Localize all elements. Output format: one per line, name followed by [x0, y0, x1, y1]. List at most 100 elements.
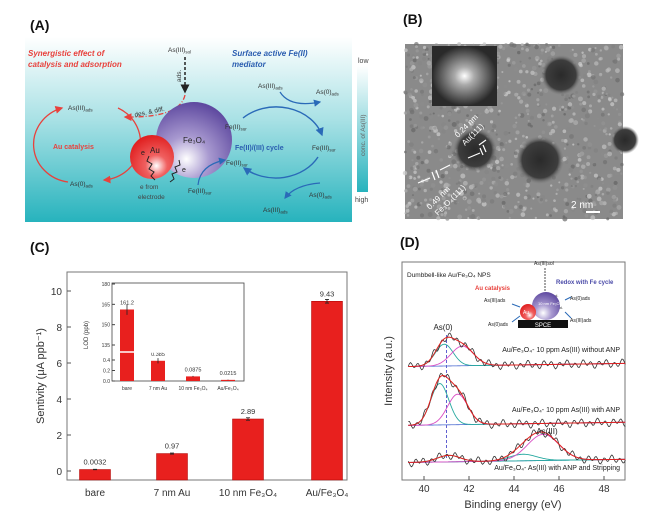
- tem-grain: [573, 53, 577, 57]
- inset-category-label: Au/Fe₃O₄: [217, 386, 238, 392]
- tem-grain: [572, 144, 574, 146]
- tem-grain: [521, 212, 526, 217]
- tem-grain: [587, 194, 592, 199]
- tem-grain: [594, 61, 598, 65]
- tem-grain: [564, 108, 567, 111]
- title-left-line2: catalysis and adsorption: [28, 60, 122, 69]
- tem-grain: [423, 46, 426, 49]
- tem-grain: [440, 107, 443, 110]
- tem-grain: [537, 114, 542, 119]
- y-tick-label: 6: [56, 359, 62, 370]
- tem-grain: [588, 109, 592, 113]
- tem-grain: [497, 113, 499, 115]
- category-label: 7 nm Au: [154, 488, 191, 499]
- tem-grain: [492, 124, 496, 128]
- tem-grain: [498, 176, 501, 179]
- tem-grain: [576, 163, 580, 167]
- tem-grain: [542, 130, 546, 134]
- tem-grain: [481, 198, 486, 203]
- tem-grain: [469, 215, 472, 218]
- inset-au-label: Au: [523, 310, 529, 316]
- chart-d-xlabel: Binding energy (eV): [464, 499, 561, 511]
- tem-grain: [564, 183, 568, 187]
- tem-grain: [583, 74, 588, 79]
- tem-grain: [524, 196, 528, 200]
- inset-bar: [120, 309, 134, 381]
- tem-grain: [616, 168, 620, 172]
- nanoparticle-4: [611, 126, 639, 154]
- tem-grain: [513, 172, 518, 177]
- tem-grain: [585, 113, 590, 118]
- tem-grain: [595, 53, 598, 56]
- tem-grain: [431, 145, 434, 148]
- tem-grain: [609, 210, 613, 214]
- inset-fe3o4-particle: [532, 292, 560, 320]
- tem-grain: [524, 102, 527, 105]
- tem-grain: [517, 96, 520, 99]
- tem-grain: [448, 119, 451, 122]
- inset-value-label: 161.2: [120, 300, 134, 306]
- tem-grain: [516, 193, 520, 197]
- tem-grain: [428, 150, 432, 154]
- panel-b-label: (B): [403, 11, 422, 27]
- tem-grain: [583, 162, 586, 165]
- tem-grain: [620, 163, 623, 166]
- tem-grain: [406, 66, 408, 68]
- tem-grain: [568, 119, 572, 123]
- tem-grain: [424, 189, 427, 192]
- tem-grain: [467, 199, 472, 204]
- tem-grain: [608, 98, 612, 102]
- tem-grain: [604, 127, 607, 130]
- tem-grain: [429, 100, 432, 103]
- tem-grain: [504, 164, 509, 169]
- species-subscript: ads: [86, 184, 94, 189]
- tem-grain: [587, 142, 592, 147]
- tem-grain: [545, 51, 547, 53]
- tem-grain: [561, 186, 564, 189]
- tem-grain: [497, 138, 500, 141]
- tem-grain: [495, 160, 499, 164]
- fe3o4-particle-label: Fe₃O₄: [183, 136, 205, 145]
- tem-grain: [581, 108, 586, 113]
- spce-label: SPCE: [535, 323, 551, 329]
- tem-grain: [428, 136, 431, 139]
- tem-grain: [609, 133, 611, 135]
- tem-grain: [525, 48, 529, 52]
- tem-grain: [427, 105, 430, 108]
- tem-grain: [514, 205, 517, 208]
- species-name: Fe(II): [225, 124, 241, 131]
- inset-y-tick-label: 0.2: [103, 369, 110, 375]
- tem-grain: [558, 181, 560, 183]
- tem-grain: [576, 181, 579, 184]
- tem-grain: [410, 199, 414, 203]
- tem-grain: [532, 198, 534, 200]
- tem-grain: [444, 125, 449, 130]
- tem-grain: [412, 194, 414, 196]
- tem-grain: [490, 120, 493, 123]
- title-right-line2: mediator: [232, 60, 267, 69]
- tem-grain: [591, 75, 596, 80]
- tem-grain: [484, 109, 489, 114]
- tem-grain: [489, 186, 492, 189]
- tem-grain: [411, 159, 413, 161]
- inset-category-label: 7 nm Au: [149, 386, 168, 392]
- tem-grain: [581, 118, 583, 120]
- tem-grain: [573, 120, 578, 125]
- tem-grain: [405, 204, 409, 208]
- tem-grain: [447, 145, 451, 149]
- tem-grain: [409, 142, 414, 147]
- tem-grain: [497, 56, 499, 58]
- tem-grain: [543, 109, 547, 113]
- tem-grain: [420, 75, 422, 77]
- tem-grain: [602, 144, 607, 149]
- tem-grain: [539, 92, 543, 96]
- tem-grain: [457, 110, 461, 114]
- tem-grain: [522, 135, 525, 138]
- fft-inset: [432, 46, 497, 106]
- tem-grain: [519, 61, 521, 63]
- tem-grain: [415, 45, 418, 48]
- tem-grain: [413, 171, 416, 174]
- tem-grain: [610, 127, 613, 130]
- tem-grain: [420, 126, 423, 129]
- tem-grain: [508, 140, 511, 143]
